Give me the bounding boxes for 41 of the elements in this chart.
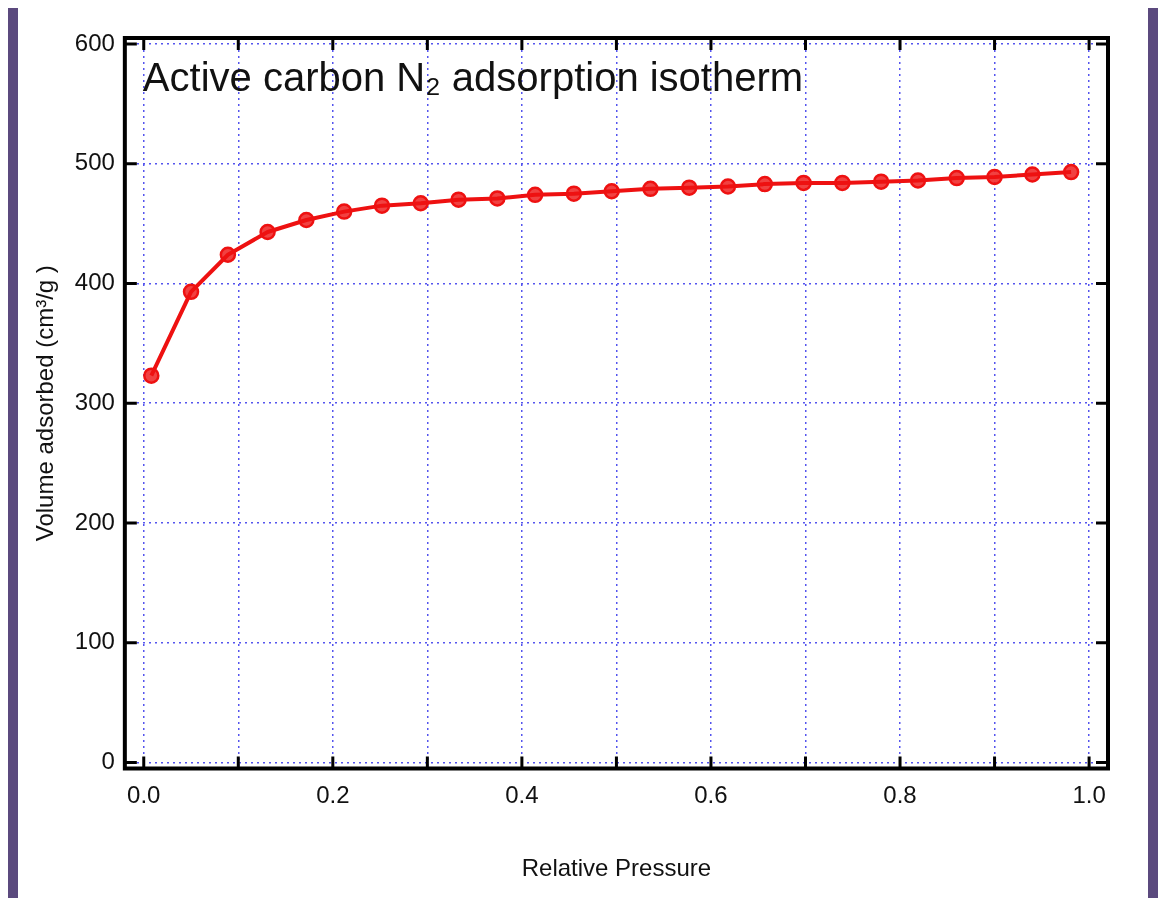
chart-title: Active carbon N₂ adsorption isotherm bbox=[142, 55, 804, 100]
point bbox=[948, 169, 965, 187]
y-tick-label: 400 bbox=[74, 268, 115, 296]
y-tick-label: 300 bbox=[74, 387, 115, 415]
point bbox=[909, 172, 927, 189]
point bbox=[450, 191, 467, 208]
x-tick-label: 0.2 bbox=[316, 781, 350, 809]
point bbox=[1024, 166, 1041, 183]
x-tick-label: 0.4 bbox=[505, 781, 539, 809]
point bbox=[1062, 163, 1080, 181]
point bbox=[680, 179, 698, 196]
point bbox=[298, 211, 315, 229]
point bbox=[373, 197, 391, 214]
y-tick-label: 100 bbox=[74, 627, 115, 655]
y-tick-label: 600 bbox=[74, 28, 115, 56]
point bbox=[603, 183, 620, 200]
point bbox=[756, 175, 774, 193]
y-axis-title: Volume adsorbed (cm³/g ) bbox=[31, 265, 59, 542]
point bbox=[489, 190, 506, 207]
point bbox=[795, 174, 812, 192]
y-tick-label: 500 bbox=[74, 148, 115, 176]
point bbox=[834, 174, 851, 192]
y-tick-label: 0 bbox=[101, 747, 115, 775]
point bbox=[219, 246, 237, 263]
point bbox=[335, 203, 353, 220]
point bbox=[565, 185, 583, 202]
point bbox=[182, 283, 200, 301]
y-tick-label: 200 bbox=[74, 507, 115, 535]
point bbox=[719, 178, 737, 195]
point bbox=[642, 180, 659, 198]
point bbox=[143, 367, 160, 384]
point bbox=[526, 186, 544, 204]
x-axis-title: Relative Pressure bbox=[521, 854, 712, 882]
point bbox=[259, 223, 276, 241]
x-tick-label: 0.8 bbox=[883, 781, 917, 809]
point bbox=[872, 173, 890, 190]
x-tick-label: 1.0 bbox=[1072, 781, 1106, 809]
point bbox=[412, 194, 429, 212]
x-tick-label: 0.6 bbox=[694, 781, 728, 809]
point bbox=[986, 168, 1003, 186]
x-tick-label: 0.0 bbox=[127, 781, 161, 809]
